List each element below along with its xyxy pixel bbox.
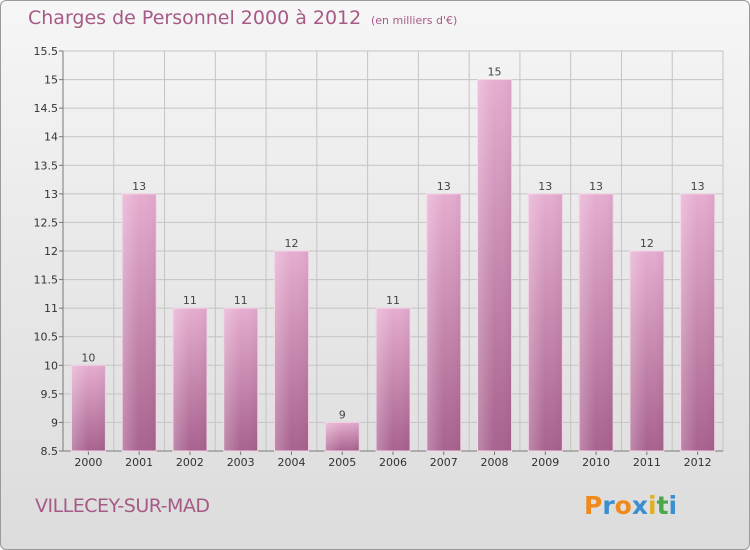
x-tick-label: 2005 <box>328 456 356 469</box>
data-label: 13 <box>691 180 705 193</box>
bar-shine <box>629 251 664 451</box>
bar-shine <box>579 193 614 451</box>
y-tick-label: 9.5 <box>41 388 59 401</box>
x-tick-label: 2001 <box>125 456 153 469</box>
bar-shine <box>122 193 157 451</box>
x-tick-label: 2012 <box>684 456 712 469</box>
logo-letter: t <box>656 491 669 520</box>
bar-shine <box>223 308 258 451</box>
data-label: 12 <box>284 237 298 250</box>
y-tick-label: 15 <box>44 74 58 87</box>
logo-letter: i <box>648 491 657 520</box>
data-label: 11 <box>183 294 197 307</box>
x-tick-label: 2004 <box>277 456 305 469</box>
data-label: 12 <box>640 237 654 250</box>
x-tick-label: 2002 <box>176 456 204 469</box>
logo-letter: P <box>584 491 603 520</box>
town-name: VILLECEY-SUR-MAD <box>35 495 210 517</box>
y-tick-label: 10 <box>44 359 58 372</box>
x-tick-label: 2000 <box>74 456 102 469</box>
logo-letter: r <box>602 491 615 520</box>
y-tick-label: 14.5 <box>34 102 59 115</box>
data-label: 9 <box>339 408 346 421</box>
y-tick-label: 8.5 <box>41 445 59 458</box>
y-tick-label: 9 <box>51 416 58 429</box>
logo-letter: o <box>614 491 632 520</box>
bar-shine <box>528 193 563 451</box>
y-tick-label: 12 <box>44 245 58 258</box>
data-label: 13 <box>589 180 603 193</box>
x-tick-label: 2003 <box>227 456 255 469</box>
y-tick-label: 13.5 <box>34 159 59 172</box>
data-label: 13 <box>538 180 552 193</box>
proxiti-logo[interactable]: Proxiti <box>584 491 694 523</box>
bar-shine <box>172 308 207 451</box>
x-tick-label: 2007 <box>430 456 458 469</box>
data-label: 15 <box>488 66 502 79</box>
x-tick-label: 2008 <box>481 456 509 469</box>
logo-letter: i <box>668 491 678 520</box>
data-label: 13 <box>437 180 451 193</box>
chart-subtitle: (en milliers d'€) <box>371 14 458 27</box>
bar-shine <box>680 193 715 451</box>
bar-shine <box>477 79 512 452</box>
chart-title: Charges de Personnel 2000 à 2012 <box>28 7 362 29</box>
x-tick-label: 2009 <box>531 456 559 469</box>
x-tick-label: 2011 <box>633 456 661 469</box>
x-tick-label: 2010 <box>582 456 610 469</box>
y-tick-label: 14 <box>44 131 58 144</box>
bar-shine <box>71 365 106 451</box>
x-tick-label: 2006 <box>379 456 407 469</box>
data-label: 11 <box>234 294 248 307</box>
logo-letter: x <box>631 491 648 520</box>
y-tick-label: 11.5 <box>34 274 59 287</box>
y-tick-label: 15.5 <box>34 45 59 58</box>
data-label: 10 <box>81 351 95 364</box>
bar-shine <box>376 308 410 451</box>
data-label: 11 <box>386 294 400 307</box>
y-tick-label: 10.5 <box>34 331 59 344</box>
bar-shine <box>426 193 461 451</box>
bar-shine <box>274 251 309 451</box>
data-label: 13 <box>132 180 146 193</box>
bar-shine <box>325 422 360 451</box>
y-tick-label: 13 <box>44 188 58 201</box>
y-tick-label: 12.5 <box>34 216 59 229</box>
y-tick-label: 11 <box>44 302 58 315</box>
